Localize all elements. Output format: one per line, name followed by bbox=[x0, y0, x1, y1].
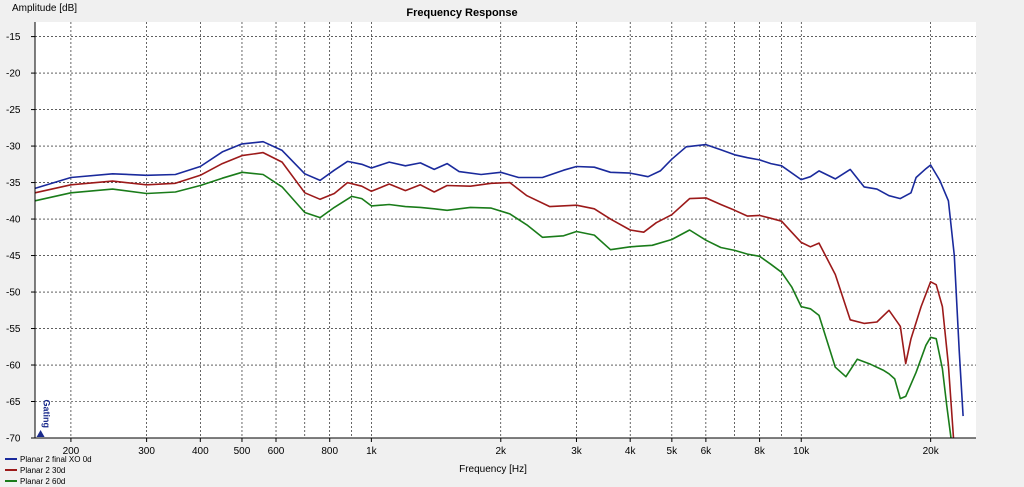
y-tick-label: -20 bbox=[6, 69, 21, 80]
y-tick-label: -40 bbox=[6, 215, 21, 226]
y-tick-label: -50 bbox=[6, 288, 21, 299]
series-layer bbox=[34, 140, 964, 439]
x-tick-label: 5k bbox=[667, 446, 679, 457]
y-tick-label: -65 bbox=[6, 397, 21, 408]
chart-title: Frequency Response bbox=[406, 7, 517, 19]
x-tick-label: 300 bbox=[138, 446, 155, 457]
y-tick-label: -25 bbox=[6, 105, 21, 116]
y-axis-title: Amplitude [dB] bbox=[12, 3, 77, 14]
x-tick-label: 400 bbox=[192, 446, 209, 457]
gating-label: Gating bbox=[42, 400, 52, 429]
x-tick-label: 20k bbox=[923, 446, 940, 457]
legend: Planar 2 final XO 0d Planar 2 30d Planar 2… bbox=[5, 455, 92, 486]
y-tick-label: -15 bbox=[6, 32, 21, 43]
x-tick-label: 600 bbox=[268, 446, 285, 457]
gating-marker: Gating bbox=[36, 400, 52, 437]
series-line-1 bbox=[34, 140, 964, 417]
legend-label: Planar 2 30d bbox=[20, 466, 65, 475]
x-tick-label: 6k bbox=[701, 446, 713, 457]
x-tick-label: 2k bbox=[495, 446, 507, 457]
legend-label: Planar 2 final XO 0d bbox=[20, 455, 92, 464]
gating-arrow-icon bbox=[36, 430, 45, 437]
plot-area-background bbox=[35, 22, 976, 438]
x-tick-label: 4k bbox=[625, 446, 637, 457]
x-tick-label: 10k bbox=[793, 446, 810, 457]
grid bbox=[35, 22, 976, 439]
x-tick-label: 500 bbox=[234, 446, 251, 457]
x-tick-label: 1k bbox=[366, 446, 378, 457]
x-tick-labels: 200 300 400 500 600 800 1k 2k 3k 4k 5k 6k 8k 10k 20k bbox=[63, 438, 940, 457]
y-tick-label: -70 bbox=[6, 434, 21, 445]
series-line-2 bbox=[34, 151, 955, 439]
x-tick-label: 200 bbox=[63, 446, 80, 457]
x-axis-title: Frequency [Hz] bbox=[459, 464, 527, 475]
y-tick-label: -55 bbox=[6, 324, 21, 335]
y-tick-label: -30 bbox=[6, 142, 21, 153]
x-tick-label: 3k bbox=[571, 446, 583, 457]
y-tick-labels: -15 -20 -25 -30 -35 -40 -45 -50 -55 -60 -65 -70 bbox=[6, 32, 35, 445]
y-tick-label: -35 bbox=[6, 178, 21, 189]
series-line-3 bbox=[34, 171, 952, 439]
y-tick-label: -60 bbox=[6, 361, 21, 372]
legend-label: Planar 2 60d bbox=[20, 477, 65, 486]
x-tick-label: 8k bbox=[754, 446, 766, 457]
y-tick-label: -45 bbox=[6, 251, 21, 262]
x-tick-label: 800 bbox=[321, 446, 338, 457]
